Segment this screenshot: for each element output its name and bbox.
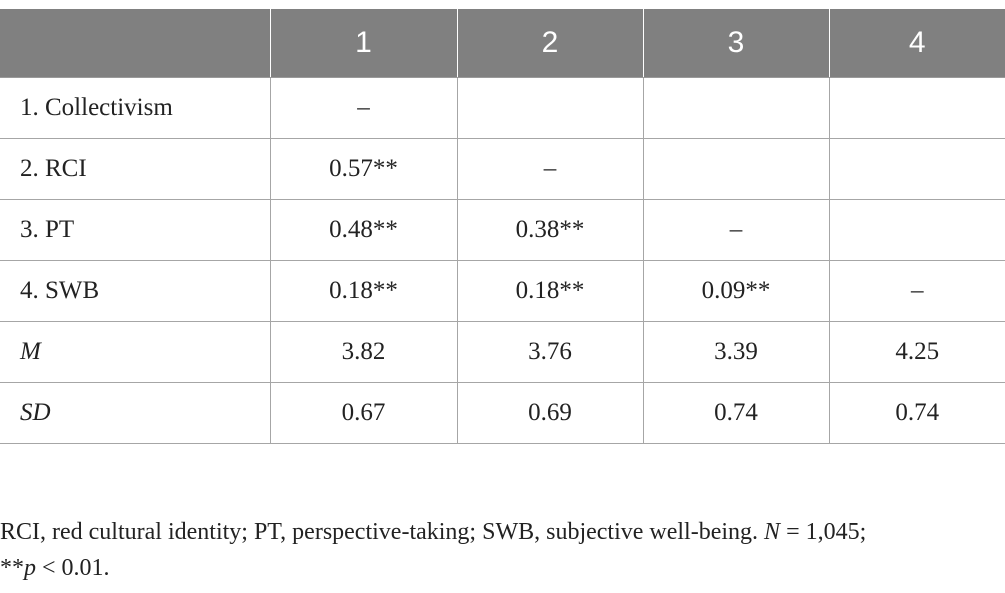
table-row: SD 0.67 0.69 0.74 0.74 <box>0 382 1005 444</box>
correlation-table: 1 2 3 4 1. Collectivism – 2. RCI 0.57** … <box>0 9 1005 444</box>
table-cell: – <box>642 199 830 261</box>
row-label: 2. RCI <box>0 138 271 200</box>
header-cell-4: 4 <box>828 9 1005 78</box>
row-label-mean: M <box>0 321 271 383</box>
footnote-n-label: N <box>764 519 781 545</box>
table-cell: 3.76 <box>456 321 644 383</box>
table-cell: – <box>269 77 458 139</box>
table-cell: 0.48** <box>269 199 458 261</box>
header-row: 1 2 3 4 <box>0 9 1005 78</box>
table-cell <box>828 138 1005 200</box>
footnote-abbreviations: RCI, red cultural identity; PT, perspect… <box>0 519 765 545</box>
table-cell: – <box>456 138 644 200</box>
table-cell: 4.25 <box>828 321 1005 383</box>
table-cell <box>828 77 1005 139</box>
table-cell: 3.39 <box>642 321 830 383</box>
table-row: 2. RCI 0.57** – <box>0 138 1005 200</box>
footnote-n-value: = 1,045; <box>780 519 867 545</box>
table-cell: 0.74 <box>642 382 830 444</box>
header-cell-3: 3 <box>642 9 829 78</box>
table-cell: 0.18** <box>456 260 644 322</box>
table-cell <box>828 199 1005 261</box>
table-cell: 0.57** <box>269 138 458 200</box>
row-label-sd: SD <box>0 382 271 444</box>
table-cell <box>642 138 830 200</box>
table-cell: 3.82 <box>269 321 458 383</box>
table-cell: 0.38** <box>456 199 644 261</box>
table-cell <box>456 77 644 139</box>
table-row: M 3.82 3.76 3.39 4.25 <box>0 321 1005 383</box>
table-cell: 0.18** <box>269 260 458 322</box>
header-cell-blank <box>0 9 270 78</box>
row-label: 1. Collectivism <box>0 77 271 139</box>
table-cell: 0.69 <box>456 382 644 444</box>
table-row: 4. SWB 0.18** 0.18** 0.09** – <box>0 260 1005 322</box>
table-cell: 0.74 <box>828 382 1005 444</box>
footnote-p-value: < 0.01. <box>36 555 110 581</box>
table-cell: 0.67 <box>269 382 458 444</box>
table-cell: – <box>828 260 1005 322</box>
row-label: 4. SWB <box>0 260 271 322</box>
footnote-p-label: p <box>24 555 36 581</box>
footnote-stars: ** <box>0 555 24 581</box>
table-cell: 0.09** <box>642 260 830 322</box>
header-cell-2: 2 <box>456 9 643 78</box>
table-cell <box>642 77 830 139</box>
header-cell-1: 1 <box>269 9 457 78</box>
row-label: 3. PT <box>0 199 271 261</box>
table-row: 1. Collectivism – <box>0 77 1005 139</box>
table-row: 3. PT 0.48** 0.38** – <box>0 199 1005 261</box>
table-footnote: RCI, red cultural identity; PT, perspect… <box>0 514 1000 586</box>
